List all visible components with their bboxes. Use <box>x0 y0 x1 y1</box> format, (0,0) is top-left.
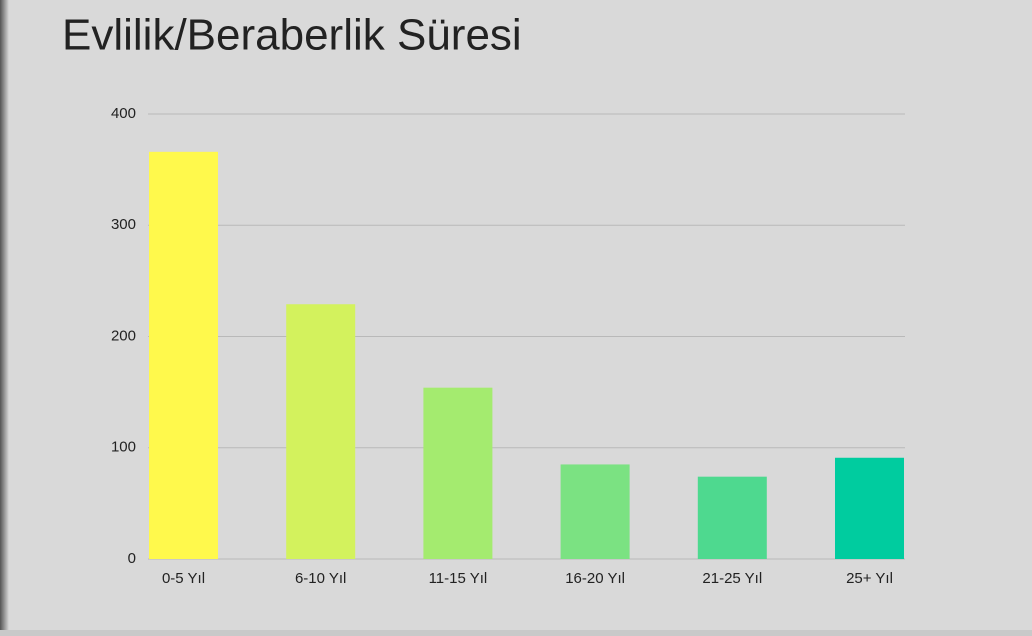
bar <box>560 464 630 559</box>
bar <box>286 304 356 559</box>
bar <box>835 457 904 559</box>
x-tick-label: 11-15 Yıl <box>429 570 488 587</box>
bar <box>697 476 767 559</box>
chart-title: Evlilik/Beraberlik Süresi <box>62 11 522 60</box>
y-tick-label: 100 <box>111 439 136 456</box>
x-tick-label: 21-25 Yıl <box>702 570 762 587</box>
x-tick-label: 16-20 Yıl <box>565 570 625 587</box>
y-tick-label: 200 <box>111 327 136 344</box>
y-tick-label: 0 <box>128 550 136 567</box>
y-tick-label: 300 <box>111 216 136 233</box>
edge-shadow <box>0 0 9 636</box>
x-tick-label: 0-5 Yıl <box>162 570 205 587</box>
bar <box>149 151 218 559</box>
x-tick-label: 25+ Yıl <box>846 570 893 587</box>
bar <box>423 387 493 559</box>
bottom-edge <box>0 630 1032 636</box>
x-tick-label: 6-10 Yıl <box>295 570 346 587</box>
y-tick-label: 400 <box>111 105 136 122</box>
